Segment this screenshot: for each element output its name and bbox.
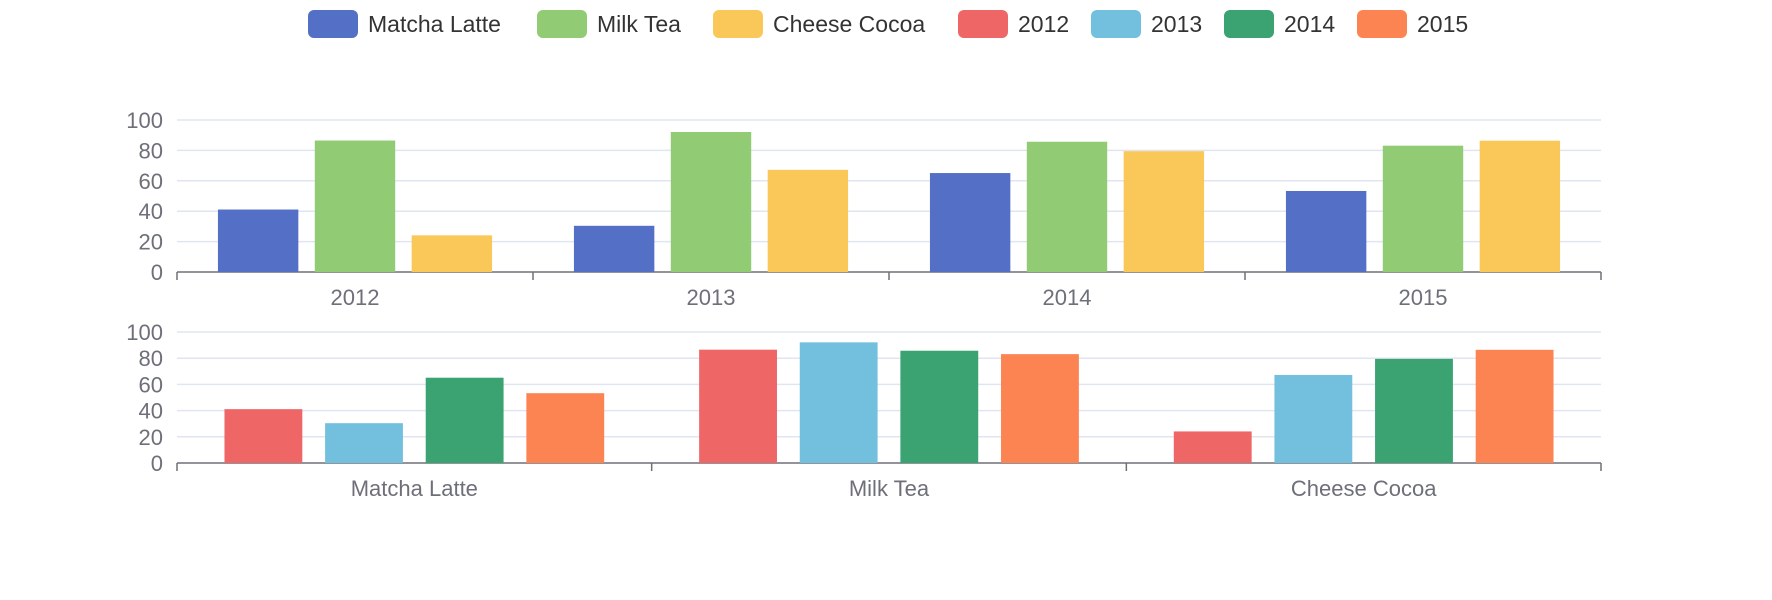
legend-item-cheese-cocoa[interactable]: Cheese Cocoa xyxy=(713,10,925,38)
bar-2013-milk-tea[interactable] xyxy=(799,342,878,463)
legend-swatch xyxy=(1224,10,1274,38)
legend-swatch xyxy=(308,10,358,38)
legend-label: 2015 xyxy=(1417,11,1468,37)
legend-label: Milk Tea xyxy=(597,11,681,37)
bar-2014-cheese-cocoa[interactable] xyxy=(1375,358,1453,463)
bar-2015-milk-tea[interactable] xyxy=(1001,354,1079,463)
legend-swatch xyxy=(537,10,587,38)
x-tick-label: 2012 xyxy=(331,285,380,310)
bar-2012-milk-tea[interactable] xyxy=(699,349,777,463)
legend-label: Matcha Latte xyxy=(368,11,501,37)
bar-cheese-cocoa-2012[interactable] xyxy=(411,235,493,272)
legend-item-matcha-latte[interactable]: Matcha Latte xyxy=(308,10,501,38)
y-tick-label: 20 xyxy=(139,425,163,450)
legend-swatch xyxy=(958,10,1008,38)
bar-2012-cheese-cocoa[interactable] xyxy=(1173,431,1252,463)
legend-swatch xyxy=(713,10,763,38)
x-tick-label: Milk Tea xyxy=(849,476,930,501)
y-tick-label: 20 xyxy=(139,230,163,255)
y-tick-label: 100 xyxy=(126,320,163,345)
x-tick-label: 2013 xyxy=(687,285,736,310)
bar-2013-cheese-cocoa[interactable] xyxy=(1274,374,1353,463)
bar-cheese-cocoa-2013[interactable] xyxy=(767,169,849,272)
legend[interactable]: Matcha Latte Milk Tea Cheese Cocoa 2012 2013… xyxy=(308,10,1468,38)
legend-label: 2013 xyxy=(1151,11,1202,37)
legend-item-2013[interactable]: 2013 xyxy=(1091,10,1202,38)
bar-matcha-latte-2014[interactable] xyxy=(929,173,1011,272)
x-tick-label: 2014 xyxy=(1043,285,1092,310)
x-tick-label: Matcha Latte xyxy=(351,476,478,501)
y-tick-label: 80 xyxy=(139,138,163,163)
y-tick-label: 40 xyxy=(139,399,163,424)
x-tick-label: 2015 xyxy=(1399,285,1448,310)
bar-milk-tea-2013[interactable] xyxy=(670,132,752,272)
bar-2015-matcha-latte[interactable] xyxy=(526,393,605,463)
legend-label: 2012 xyxy=(1018,11,1069,37)
bar-milk-tea-2015[interactable] xyxy=(1382,145,1464,272)
bar-matcha-latte-2012[interactable] xyxy=(217,209,299,272)
bar-cheese-cocoa-2015[interactable] xyxy=(1479,140,1561,272)
y-tick-label: 100 xyxy=(126,108,163,133)
bar-2014-milk-tea[interactable] xyxy=(900,350,979,463)
y-tick-label: 0 xyxy=(151,451,163,476)
legend-swatch xyxy=(1091,10,1141,38)
legend-item-milk-tea[interactable]: Milk Tea xyxy=(537,10,681,38)
legend-label: Cheese Cocoa xyxy=(773,11,925,37)
legend-label: 2014 xyxy=(1284,11,1335,37)
x-tick-label: Cheese Cocoa xyxy=(1291,476,1437,501)
y-tick-label: 0 xyxy=(151,260,163,285)
bar-2015-cheese-cocoa[interactable] xyxy=(1475,349,1554,463)
bar-cheese-cocoa-2014[interactable] xyxy=(1123,151,1205,272)
bar-milk-tea-2012[interactable] xyxy=(314,140,396,272)
bar-matcha-latte-2013[interactable] xyxy=(573,225,655,272)
y-tick-label: 60 xyxy=(139,169,163,194)
bar-2012-matcha-latte[interactable] xyxy=(224,409,303,463)
bar-2013-matcha-latte[interactable] xyxy=(325,423,403,463)
bar-2014-matcha-latte[interactable] xyxy=(425,377,504,463)
bar-matcha-latte-2015[interactable] xyxy=(1285,190,1367,272)
top-bar-chart: 0 20 40 60 80 100 2012 2013 2014 2015 xyxy=(126,108,1602,310)
legend-item-2014[interactable]: 2014 xyxy=(1224,10,1335,38)
legend-swatch xyxy=(1357,10,1407,38)
bar-milk-tea-2014[interactable] xyxy=(1026,141,1108,272)
legend-item-2015[interactable]: 2015 xyxy=(1357,10,1468,38)
y-tick-label: 80 xyxy=(139,346,163,371)
legend-item-2012[interactable]: 2012 xyxy=(958,10,1069,38)
y-tick-label: 60 xyxy=(139,372,163,397)
y-tick-label: 40 xyxy=(139,199,163,224)
